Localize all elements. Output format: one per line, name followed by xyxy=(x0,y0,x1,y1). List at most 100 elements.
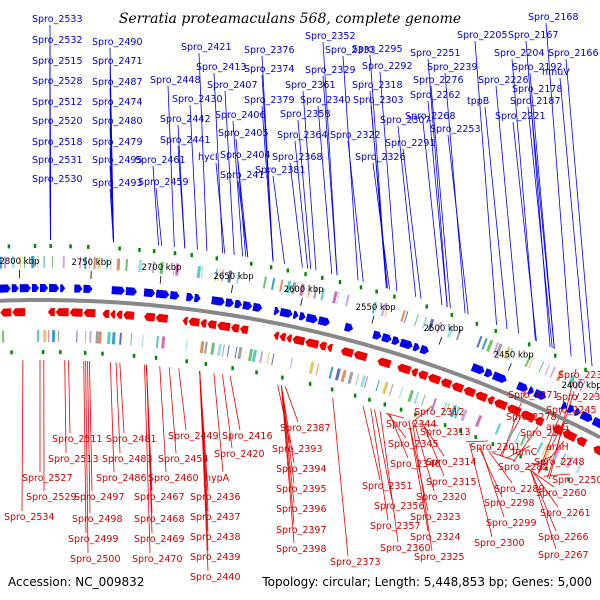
forward-gene-label: Spro_2307 xyxy=(380,115,431,126)
tick-mark xyxy=(371,315,375,324)
forward-leader-line xyxy=(370,105,388,289)
cog-feature xyxy=(476,335,483,348)
cog-feature xyxy=(382,381,389,395)
forward-leader-line xyxy=(559,77,587,364)
rna-feature xyxy=(450,312,454,317)
reverse-gene-label: Spro_2416 xyxy=(222,431,273,442)
cog-feature xyxy=(328,366,334,379)
forward-leader-line xyxy=(167,85,175,248)
cog-feature xyxy=(344,294,350,307)
cog-feature xyxy=(313,286,318,299)
cog-feature xyxy=(247,348,254,362)
reverse-leader-line xyxy=(408,420,429,532)
tick-mark xyxy=(438,336,443,345)
forward-gene-arrow xyxy=(11,284,19,293)
forward-gene-label: Spro_2441 xyxy=(160,135,211,146)
forward-gene-label: Spro_2168 xyxy=(528,12,579,23)
forward-leader-line xyxy=(474,40,497,325)
forward-gene-label: Spro_2361 xyxy=(285,80,336,91)
reverse-leader-line xyxy=(526,455,553,469)
reverse-gene-label: Spro_2440 xyxy=(190,572,241,583)
backbone-circle xyxy=(0,298,600,440)
reverse-gene-arrow xyxy=(144,312,156,322)
reverse-gene-label: Spro_2315 xyxy=(426,477,477,488)
cog-feature xyxy=(524,436,531,448)
forward-gene-label: Spro_2520 xyxy=(32,116,83,127)
cog-feature xyxy=(398,386,404,399)
reverse-leader-line xyxy=(414,422,435,492)
forward-rna-track xyxy=(7,244,587,372)
reverse-leader-line xyxy=(87,360,91,514)
cog-feature xyxy=(449,405,457,418)
cog-feature xyxy=(420,394,426,407)
cog-feature xyxy=(125,258,129,272)
reverse-gene-arrow xyxy=(507,404,522,417)
reverse-gene-label: Spro_2357 xyxy=(370,521,421,532)
rna-feature xyxy=(545,466,548,471)
reverse-leader-line xyxy=(68,360,71,434)
reverse-gene-label: Spro_2267 xyxy=(538,550,589,561)
forward-gene-arrow xyxy=(298,312,306,321)
rna-feature xyxy=(41,350,45,355)
forward-gene-label: Spro_2187 xyxy=(510,96,561,107)
rna-feature xyxy=(554,353,557,358)
forward-gene-arrow xyxy=(533,389,546,400)
forward-gene-label: Spro_2251 xyxy=(410,48,461,59)
cog-feature xyxy=(359,375,367,388)
topology-text: Topology: circular; Length: 5,448,853 bp… xyxy=(261,575,592,589)
reverse-gene-label: Spro_2438 xyxy=(190,532,241,543)
forward-gene-label: Spro_2268 xyxy=(405,111,456,122)
forward-leader-line xyxy=(237,160,249,258)
reverse-gene-arrow xyxy=(305,338,320,349)
reverse-gene-arrow xyxy=(593,445,600,456)
reverse-gene-label: Spro_2250 xyxy=(552,475,600,486)
cog-feature xyxy=(494,423,502,435)
forward-leader-line xyxy=(322,75,338,276)
forward-gene-label: Spro_2404 xyxy=(220,150,271,161)
reverse-gene-label: hypA xyxy=(205,473,230,484)
reverse-gene-arrow xyxy=(292,335,306,346)
reverse-gene-label: Spro_2346 xyxy=(390,459,441,470)
forward-gene-arrow xyxy=(83,284,93,293)
reverse-leader-line xyxy=(418,423,439,427)
forward-gene-arrow xyxy=(579,410,593,422)
reverse-gene-arrow xyxy=(240,325,249,335)
reverse-leader-line xyxy=(389,414,409,459)
cog-feature xyxy=(196,266,202,279)
cog-feature xyxy=(384,305,389,317)
cog-feature xyxy=(514,431,521,444)
forward-gene-label: Spro_2340 xyxy=(300,95,351,106)
cog-feature xyxy=(161,336,166,349)
reverse-leader-line xyxy=(423,425,445,457)
forward-leader-line xyxy=(427,100,448,308)
cog-feature xyxy=(454,406,461,419)
forward-gene-arrow xyxy=(573,407,581,416)
forward-leader-line xyxy=(447,134,469,315)
forward-leader-line xyxy=(294,140,309,269)
reverse-gene-arrow xyxy=(155,313,169,323)
rna-feature xyxy=(414,412,417,417)
reverse-gene-arrow xyxy=(47,308,55,317)
forward-gene-arrow xyxy=(412,342,420,352)
cog-feature xyxy=(492,342,500,355)
reverse-gene-label: Spro_2393 xyxy=(272,444,323,455)
forward-gene-label: Spro_2292 xyxy=(362,61,413,72)
reverse-gene-arrow xyxy=(377,357,392,369)
forward-leader-line xyxy=(545,22,572,357)
reverse-gene-label: Spro_2467 xyxy=(134,492,185,503)
reverse-leader-line xyxy=(199,371,209,572)
cog-feature xyxy=(413,391,420,404)
forward-gene-arrow xyxy=(242,301,253,310)
cog-feature xyxy=(315,363,320,376)
cog-feature xyxy=(97,257,101,270)
cog-feature xyxy=(474,414,483,428)
rna-feature xyxy=(10,350,13,355)
cog-feature xyxy=(579,380,586,392)
reverse-gene-label: Spro_2486 xyxy=(96,473,147,484)
rna-feature xyxy=(338,280,342,285)
forward-gene-label: Spro_2364 xyxy=(277,130,328,141)
rna-feature xyxy=(204,361,208,366)
reverse-leader-line xyxy=(332,397,349,557)
forward-gene-label: Spro_2480 xyxy=(92,116,143,127)
forward-gene-label: Spro_2322 xyxy=(330,130,381,141)
